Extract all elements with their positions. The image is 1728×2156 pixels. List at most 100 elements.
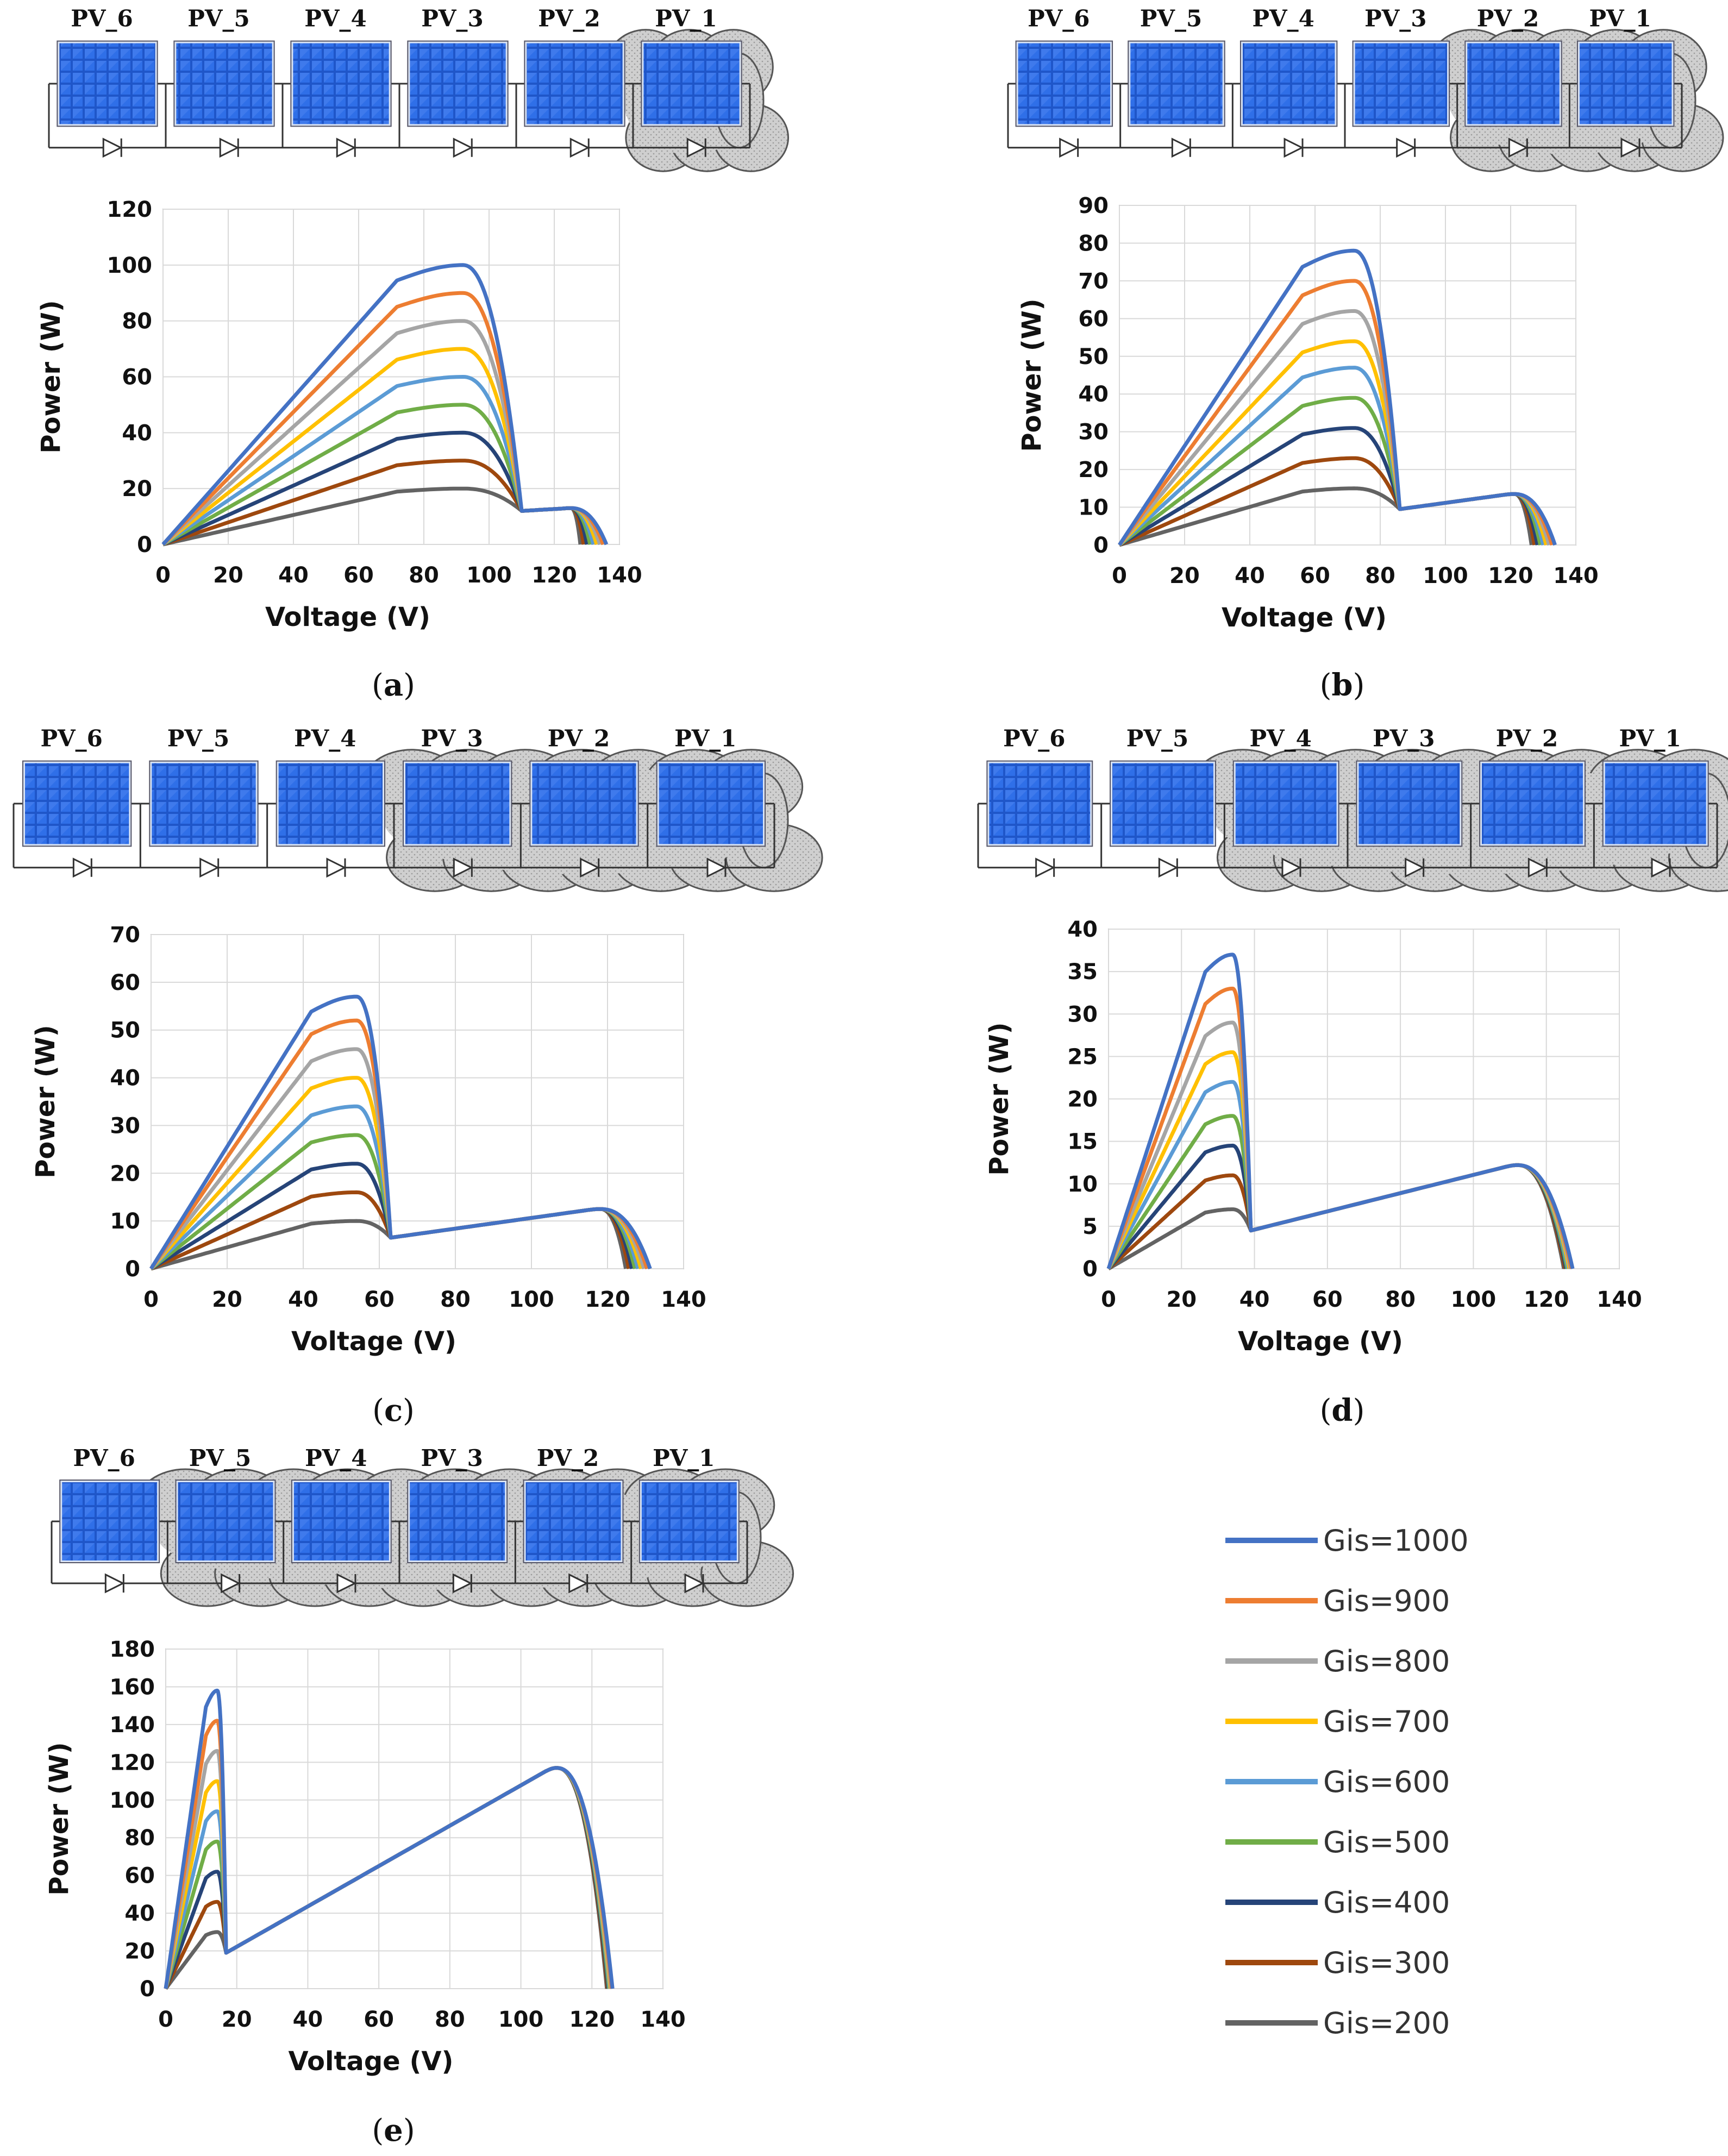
pv-module	[643, 43, 740, 124]
bypass-diode	[684, 1573, 705, 1594]
pv-module-label: PV_2	[1496, 725, 1558, 752]
y-tick-label: 40	[1078, 382, 1109, 407]
series-line	[1118, 248, 1557, 546]
y-tick-label: 80	[1078, 231, 1109, 256]
pv-module-label: PV_4	[294, 725, 356, 752]
pv-module-label: PV_4	[1249, 725, 1311, 752]
x-tick-label: 40	[278, 563, 309, 588]
pv-module	[410, 43, 506, 124]
pv-module	[1482, 763, 1583, 844]
bypass-diode	[326, 857, 347, 878]
pv-module-label: PV_5	[187, 5, 249, 32]
bypass-diode	[1651, 857, 1671, 878]
bypass-diode	[199, 857, 220, 878]
caption-b: (b)	[1320, 667, 1365, 703]
pv-module	[1018, 43, 1111, 124]
pv-chart: 0 20 40 60 80 100 120 140 0 20 40 60 80 100 120 140 160 1…	[44, 1637, 686, 2077]
y-tick-label: 30	[110, 1113, 140, 1138]
pv-module-label: PV_5	[167, 725, 229, 752]
x-tick-label: 80	[409, 563, 439, 588]
pv-module-label: PV_2	[548, 725, 610, 752]
y-tick-label: 60	[124, 1864, 155, 1889]
series-line	[164, 1688, 615, 1989]
pv-module-label: PV_4	[305, 1445, 367, 1471]
y-tick-label: 30	[1078, 420, 1109, 445]
pv-module-label: PV_6	[1028, 5, 1090, 32]
legend-label: Gis=700	[1323, 1704, 1450, 1739]
pv-module	[1467, 43, 1560, 124]
panel-c: PV_6 PV_5 PV_4 PV_3 PV_2 PV_1 0 20 40 60 80 100 120…	[12, 725, 823, 1428]
y-tick-label: 40	[124, 1901, 155, 1926]
pv-module	[1242, 43, 1335, 124]
pv-module	[176, 43, 272, 124]
y-axis-title: Power (W)	[1017, 298, 1047, 452]
pv-module-label: PV_6	[71, 5, 133, 32]
legend-label: Gis=200	[1323, 2006, 1450, 2040]
x-tick-label: 120	[569, 2007, 615, 2032]
bypass-diode	[1508, 137, 1529, 158]
x-tick-label: 40	[1235, 563, 1265, 588]
pv-module-label: PV_3	[421, 725, 483, 752]
y-tick-label: 100	[107, 253, 153, 278]
x-tick-label: 100	[1451, 1287, 1497, 1312]
bypass-diode	[1527, 857, 1548, 878]
x-tick-label: 80	[1385, 1287, 1416, 1312]
y-tick-label: 60	[110, 970, 140, 995]
x-tick-label: 20	[213, 563, 243, 588]
x-axis-title: Voltage (V)	[265, 602, 430, 632]
pv-module-label: PV_6	[40, 725, 102, 752]
y-axis-title: Power (W)	[984, 1022, 1015, 1175]
pv-module-label: PV_3	[1364, 5, 1426, 32]
x-tick-label: 0	[158, 2007, 173, 2032]
series-line	[1106, 952, 1575, 1270]
pv-chart: 0 20 40 60 80 100 120 140 0 5 10 15 20 25 30 35 40 Voltag…	[984, 917, 1642, 1357]
y-tick-label: 90	[1078, 193, 1109, 218]
pv-module	[1605, 763, 1706, 844]
y-tick-label: 20	[122, 477, 152, 502]
y-axis-title: Power (W)	[30, 1025, 61, 1178]
x-tick-label: 60	[343, 563, 374, 588]
y-tick-label: 70	[110, 923, 140, 948]
x-tick-label: 40	[293, 2007, 323, 2032]
y-tick-label: 20	[1067, 1087, 1098, 1112]
x-tick-label: 20	[222, 2007, 252, 2032]
x-tick-label: 100	[509, 1287, 554, 1312]
pv-module	[59, 43, 155, 124]
y-tick-label: 5	[1082, 1214, 1098, 1239]
legend-label: Gis=300	[1323, 1946, 1450, 1980]
pv-module	[293, 43, 389, 124]
x-tick-label: 100	[1423, 563, 1468, 588]
y-tick-label: 30	[1067, 1002, 1098, 1027]
pv-module-label: PV_3	[421, 1445, 483, 1471]
panel-d: PV_6 PV_5 PV_4 PV_3 PV_2 PV_1 0 20 40 60 80 100 120…	[977, 725, 1728, 1428]
legend-label: Gis=800	[1323, 1644, 1450, 1678]
panel-e: PV_6 PV_5 PV_4 PV_3 PV_2 PV_1 0 20 40 60 80 100 120…	[44, 1445, 794, 2148]
pv-module-label: PV_6	[73, 1445, 135, 1471]
pv-module-label: PV_1	[1589, 5, 1651, 32]
x-axis-title: Voltage (V)	[289, 2046, 454, 2077]
pv-module	[293, 1482, 389, 1560]
pv-chart: 0 20 40 60 80 100 120 140 0 10 20 30 40 50 60 70 Voltage…	[30, 923, 706, 1357]
pv-module-label: PV_6	[1003, 725, 1065, 752]
y-tick-label: 0	[1082, 1257, 1098, 1282]
pv-string-diagram: PV_6 PV_5 PV_4 PV_3 PV_2 PV_1	[51, 1445, 794, 1607]
y-tick-label: 20	[1078, 457, 1109, 482]
legend-label: Gis=900	[1323, 1584, 1450, 1618]
series-line	[161, 263, 609, 546]
x-tick-label: 100	[466, 563, 512, 588]
pv-module	[1358, 763, 1460, 844]
pv-module	[152, 763, 256, 844]
y-tick-label: 40	[1067, 917, 1098, 942]
x-tick-label: 140	[597, 563, 642, 588]
x-tick-label: 40	[1239, 1287, 1270, 1312]
legend-label: Gis=400	[1323, 1885, 1450, 1920]
bypass-diode	[1405, 857, 1425, 878]
x-tick-label: 100	[498, 2007, 544, 2032]
cloud-body	[1214, 766, 1723, 875]
caption-a: (a)	[372, 667, 415, 703]
pv-module	[525, 1482, 621, 1560]
x-tick-label: 0	[143, 1287, 159, 1312]
pv-module	[1355, 43, 1448, 124]
pv-module-label: PV_5	[1140, 5, 1202, 32]
